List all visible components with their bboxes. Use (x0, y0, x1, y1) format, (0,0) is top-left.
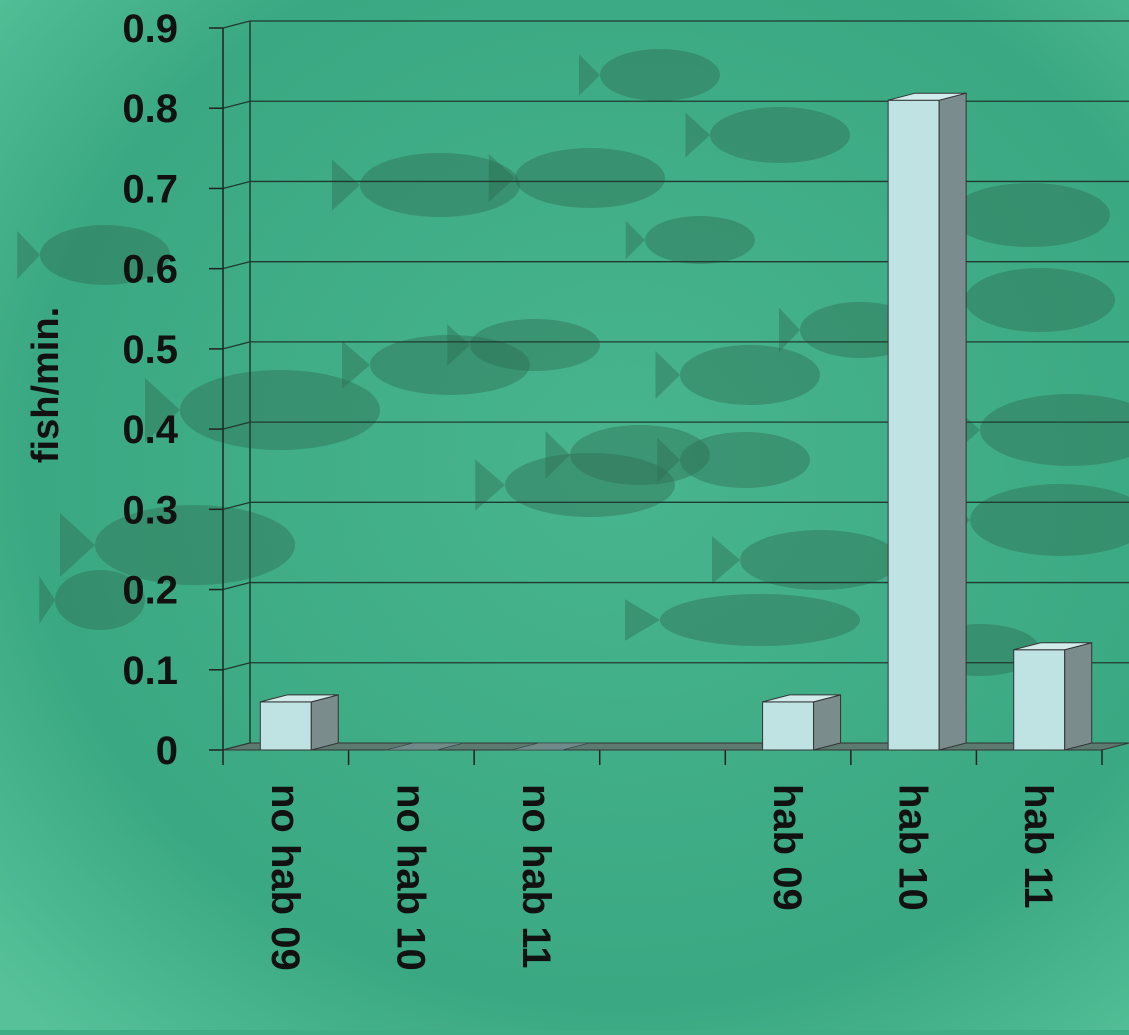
fish-silhouette (950, 183, 1110, 247)
gridline-diagonal (222, 100, 251, 109)
gridline-diagonal (222, 662, 251, 671)
fish-tail (145, 378, 180, 442)
fish-silhouette (360, 153, 520, 217)
x-tick-label: no hab 09 (263, 784, 307, 971)
fish-silhouette (680, 345, 820, 405)
bar-side (310, 694, 339, 751)
fish-tail (579, 54, 600, 96)
y-tick-labels: 0 0.1 0.2 0.3 0.4 0.5 0.6 0.7 0.8 0.9 (122, 7, 178, 773)
bar-side (1064, 642, 1093, 751)
fish-tail (488, 154, 515, 202)
fish-tail (625, 599, 660, 641)
y-tick-label: 0.2 (122, 569, 178, 613)
fish-tail (17, 231, 40, 279)
fish-silhouette (965, 268, 1115, 332)
x-tick-labels: no hab 09 no hab 10 no hab 11 hab 09 hab 10 h… (263, 784, 1060, 971)
fish-silhouette (660, 594, 860, 646)
y-tick-label: 0.5 (122, 328, 178, 372)
fish-silhouette (40, 225, 170, 285)
gridline-diagonal (222, 341, 251, 350)
fish-tail (545, 431, 570, 479)
bar (762, 694, 842, 751)
bar-side (938, 92, 967, 751)
fish-tail (39, 576, 55, 624)
bar (887, 92, 967, 751)
fish-tail (332, 159, 360, 211)
fish-silhouette (470, 319, 600, 371)
fish-tail (447, 324, 470, 366)
x-tick-label: no hab 11 (514, 784, 558, 969)
y-tick-label: 0 (156, 729, 178, 773)
y-tick-label: 0.1 (122, 649, 178, 693)
fish-silhouette (515, 148, 665, 208)
x-tick-label: hab 09 (765, 784, 809, 911)
bars (259, 92, 1093, 751)
fish-tail (712, 536, 740, 584)
bar-front (259, 701, 312, 751)
bar-front (887, 99, 940, 751)
chart-floor (222, 742, 1129, 751)
x-tick-label: hab 11 (1016, 784, 1060, 909)
y-axis-title: fish/min. (25, 307, 67, 463)
bar (385, 742, 464, 751)
fish-silhouette (95, 505, 295, 585)
y-tick-label: 0.3 (122, 488, 178, 532)
fish-silhouette (180, 370, 380, 450)
fish-tail (657, 437, 680, 483)
bar-front (762, 701, 815, 751)
fish-silhouette (55, 570, 145, 630)
fish-tail (685, 112, 710, 158)
gridline-diagonal (222, 180, 251, 190)
fish-silhouette (505, 453, 675, 517)
fish-silhouette (370, 335, 530, 395)
fish-silhouette (680, 432, 810, 488)
y-tick-label: 0.8 (122, 87, 178, 131)
y-tick-label: 0.6 (122, 248, 178, 292)
fish-tail (342, 341, 370, 389)
fish-silhouette (645, 216, 755, 264)
gridline-diagonal (222, 261, 251, 270)
fish-tail (60, 513, 95, 577)
fish-silhouette (710, 107, 850, 163)
bar (511, 742, 590, 751)
y-tick-label: 0.9 (122, 7, 178, 51)
fish-silhouette (740, 530, 900, 590)
y-tick-label: 0.4 (122, 408, 178, 452)
gridlines (222, 20, 1129, 751)
bar-top (260, 694, 339, 703)
bar-top (762, 694, 841, 703)
gridline-diagonal (222, 20, 251, 29)
bar-front (1013, 649, 1066, 751)
bar (259, 694, 339, 751)
bar-side (813, 694, 842, 751)
fish-silhouette (980, 394, 1129, 466)
fish-tail (655, 351, 680, 399)
y-tick-label: 0.7 (122, 167, 178, 211)
fish-silhouette (570, 425, 710, 485)
x-tick-label: hab 10 (891, 784, 935, 911)
fish-tail (475, 459, 505, 511)
bar (1013, 642, 1093, 751)
gridline-diagonal (222, 581, 251, 591)
fish-tail (779, 307, 800, 353)
bar-top (888, 92, 967, 101)
fish-silhouette (600, 49, 720, 101)
gridline-diagonal (222, 421, 251, 430)
background-fish (17, 49, 1129, 676)
x-tick-label: no hab 10 (388, 784, 432, 971)
bar-top (1013, 642, 1092, 651)
gridline-diagonal (222, 501, 251, 510)
fish-tail (625, 220, 645, 260)
